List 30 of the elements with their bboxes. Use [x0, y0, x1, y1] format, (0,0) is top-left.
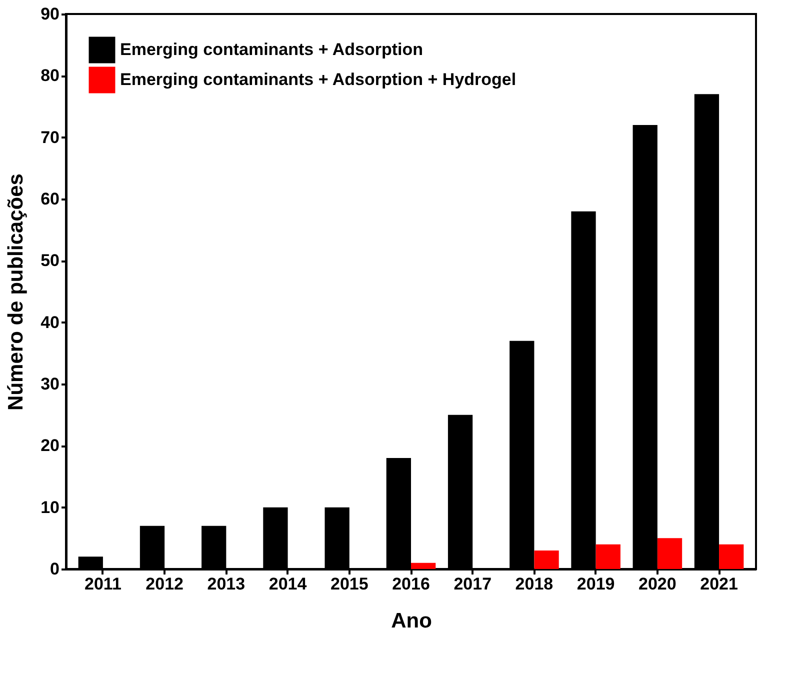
y-tick-label: 20 [40, 436, 60, 456]
x-tick-label: 2018 [515, 574, 554, 594]
x-tick-label: 2017 [454, 574, 492, 594]
x-tick-label: 2013 [207, 574, 246, 594]
y-tick-label: 0 [50, 560, 60, 578]
bar [719, 544, 744, 569]
x-tick-label: 2016 [392, 574, 430, 594]
y-tick-label: 50 [40, 251, 60, 270]
x-axis-title: Ano [391, 610, 432, 632]
bar [596, 544, 620, 569]
y-tick-label: 60 [40, 190, 60, 208]
x-tick-label: 2020 [638, 574, 676, 594]
y-tick-label: 80 [40, 66, 60, 86]
x-tick-label: 2019 [576, 574, 615, 594]
y-tick-label: 40 [40, 312, 60, 332]
legend-label: Emerging contaminants + Adsorption + Hydrogel [120, 70, 516, 89]
bar [534, 550, 559, 569]
x-tick-label: 2011 [84, 574, 122, 594]
y-tick-label: 70 [40, 128, 60, 147]
x-tick-label: 2014 [268, 574, 308, 594]
y-tick-label: 30 [40, 374, 60, 394]
bar [411, 562, 436, 569]
legend-label: Emerging contaminants + Adsorption [120, 40, 424, 59]
x-tick-label: 2012 [146, 574, 184, 594]
x-tick-label: 2021 [700, 574, 738, 594]
y-tick-label: 90 [40, 4, 60, 24]
y-axis-title: Número de publicações [4, 174, 28, 410]
y-tick-label: 10 [40, 498, 60, 517]
bar [657, 538, 682, 569]
x-tick-label: 2015 [330, 574, 368, 594]
